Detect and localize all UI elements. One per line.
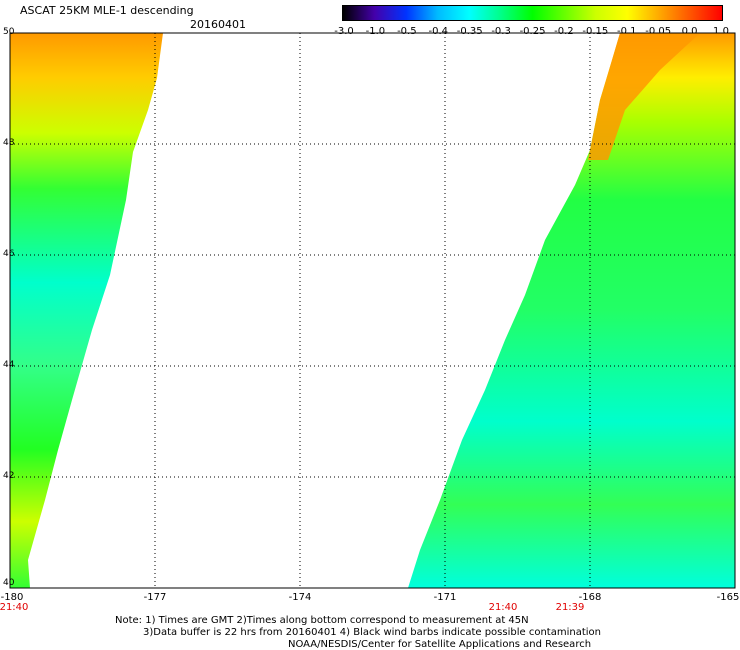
note-line-2: 3)Data buffer is 22 hrs from 20160401 4)…: [143, 627, 601, 638]
longitude-label: -174: [288, 592, 312, 603]
colorbar-tick: -0.25: [519, 26, 546, 37]
latitude-label: 44: [3, 360, 15, 370]
colorbar-tick: -0.4: [428, 26, 449, 37]
swath-right-edge: [588, 33, 700, 160]
note-line-1: Note: 1) Times are GMT 2)Times along bot…: [115, 615, 529, 626]
colorbar-tick: -0.1: [616, 26, 637, 37]
colorbar: [342, 5, 723, 21]
chart-title: ASCAT 25KM MLE-1 descending: [20, 4, 194, 17]
colorbar-tick: -3.0: [334, 26, 354, 37]
latitude-label: 40: [3, 578, 15, 588]
map-frame: [9, 32, 736, 589]
colorbar-tick: 1.0: [713, 26, 729, 37]
note-line-3: NOAA/NESDIS/Center for Satellite Applica…: [288, 639, 592, 650]
colorbar-tick: -0.2: [554, 26, 574, 37]
colorbar-tick: 0.0: [681, 26, 698, 37]
colorbar-tick: -0.35: [456, 26, 483, 37]
longitude-label: -180: [0, 592, 24, 603]
latitude-label: 48: [3, 138, 15, 148]
colorbar-tick: -0.05: [645, 26, 672, 37]
swath-right: [408, 33, 735, 588]
longitude-label: -168: [578, 592, 602, 603]
time-label-middle: 21:40: [488, 602, 518, 613]
colorbar-tick: -0.3: [491, 26, 511, 37]
colorbar-tick: -1.0: [365, 26, 386, 37]
latitude-label: 42: [3, 471, 15, 481]
longitude-label: -165: [716, 592, 740, 603]
chart-date: 20160401: [190, 18, 246, 31]
time-label-left: 21:40: [0, 602, 29, 613]
latitude-label: 50: [3, 27, 15, 37]
latitude-label: 46: [3, 249, 15, 259]
colorbar-tick: -0.15: [582, 26, 609, 37]
longitude-label: -171: [433, 592, 457, 603]
swath-left: [10, 33, 163, 588]
colorbar-tick: -0.5: [397, 26, 417, 37]
time-label-right: 21:39: [555, 602, 585, 613]
longitude-label: -177: [143, 592, 167, 603]
